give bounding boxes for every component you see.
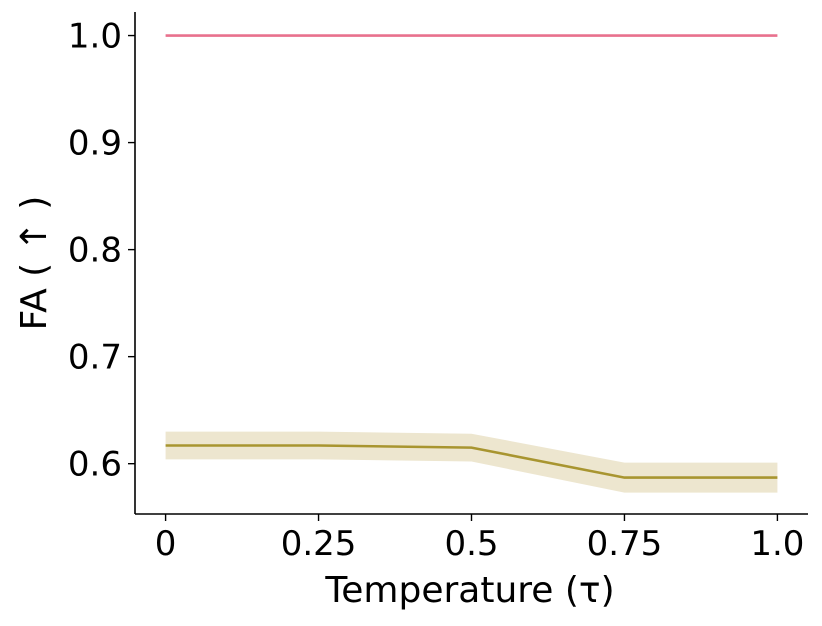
x-tick-label: 0 [155,524,177,564]
confidence-bands [165,431,778,493]
y-tick-label: 0.8 [68,231,122,271]
y-tick-label: 0.7 [68,338,122,378]
series-2-band [165,431,778,493]
y-tick-label: 0.9 [68,124,122,164]
x-tick-label: 0.75 [587,524,663,564]
x-tick-label: 1.0 [750,524,804,564]
y-axis-label: FA ( ↑ ) [14,196,55,331]
series-lines [165,34,778,479]
y-ticks: 0.6 0.7 0.8 0.9 1.0 [68,17,135,485]
x-tick-label: 0.25 [281,524,357,564]
series-2-line [165,444,778,479]
y-tick-label: 1.0 [68,17,122,57]
x-tick-label: 0.5 [444,524,498,564]
x-axis-label: Temperature (τ) [324,570,614,611]
x-ticks: 0 0.25 0.5 0.75 1.0 [155,514,804,564]
y-tick-label: 0.6 [68,445,122,485]
